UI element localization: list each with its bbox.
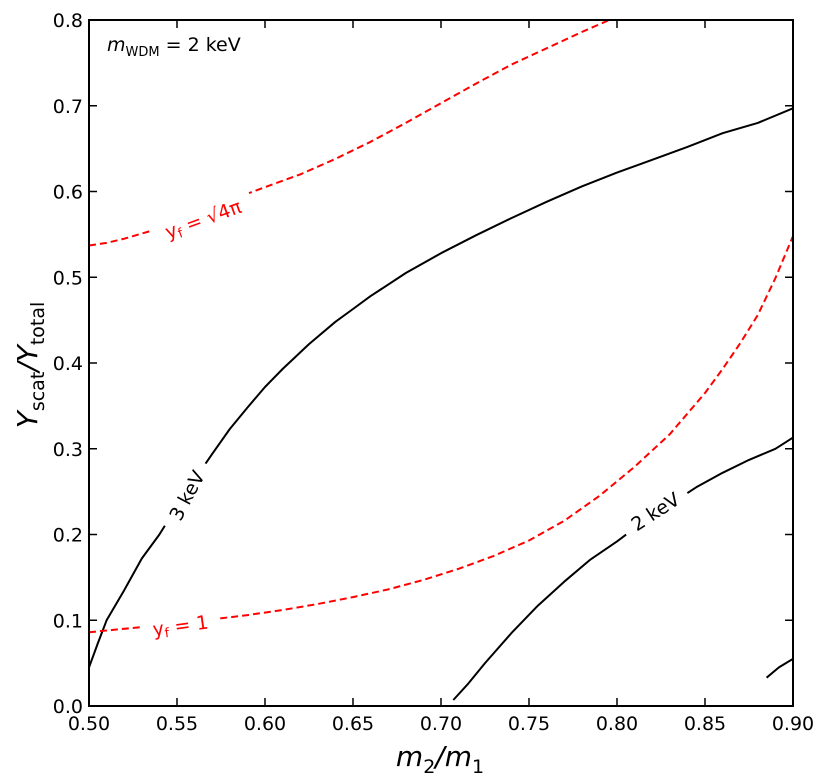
x-axis-title: m2/m1: [396, 740, 484, 778]
series-line-2-kev: [452, 436, 793, 701]
y-tick-label: 0.2: [53, 525, 83, 547]
y-tick-label: 0.0: [53, 696, 83, 718]
y-tick-label: 0.6: [53, 182, 83, 204]
curve-labels-layer: 3 keV 2 keV yf = √4π yf = 1: [151, 196, 684, 642]
x-tick-label: 0.60: [244, 713, 286, 735]
x-tick-label: 0.55: [156, 713, 198, 735]
y-tick-label: 0.4: [53, 353, 83, 375]
y-tick-label: 0.3: [53, 439, 83, 461]
x-tick-label: 0.85: [684, 713, 726, 735]
y-tick-label: 0.1: [53, 610, 83, 632]
curve-label-yf-1: yf = 1: [151, 611, 210, 642]
y-axis-title: Yscat/Ytotal: [11, 302, 49, 429]
x-tick-label: 0.90: [772, 713, 814, 735]
mwdm-annotation: mWDM = 2 keV: [107, 34, 241, 60]
curve-label-3-kev: 3 keV: [165, 467, 209, 524]
y-tick-label: 0.8: [53, 10, 83, 32]
curve-label-2-kev: 2 keV: [627, 489, 684, 536]
plot-frame: [88, 19, 794, 707]
curves-layer: [89, 20, 793, 701]
series-line-yf-sqrt-4: [89, 20, 612, 247]
y-tick-label: 0.7: [53, 96, 83, 118]
y-axis-ticks: 0.0 0.1 0.2 0.3 0.4 0.5 0.6 0.7 0.8: [53, 10, 793, 718]
y-tick-label: 0.5: [53, 267, 83, 289]
series-line-2-kev-lower-right-segment: [765, 657, 793, 679]
x-tick-label: 0.75: [508, 713, 550, 735]
series-line-3-kev: [89, 107, 793, 668]
x-tick-label: 0.80: [596, 713, 638, 735]
x-axis-ticks: 0.50 0.55 0.60 0.65 0.70 0.75 0.80 0.85 0.90: [68, 20, 814, 735]
curve-label-yf-sqrt-4: yf = √4π: [162, 196, 245, 245]
x-tick-label: 0.70: [420, 713, 462, 735]
series-line-yf-1: [89, 235, 793, 634]
x-tick-label: 0.65: [332, 713, 374, 735]
x-tick-label: 0.50: [68, 713, 110, 735]
